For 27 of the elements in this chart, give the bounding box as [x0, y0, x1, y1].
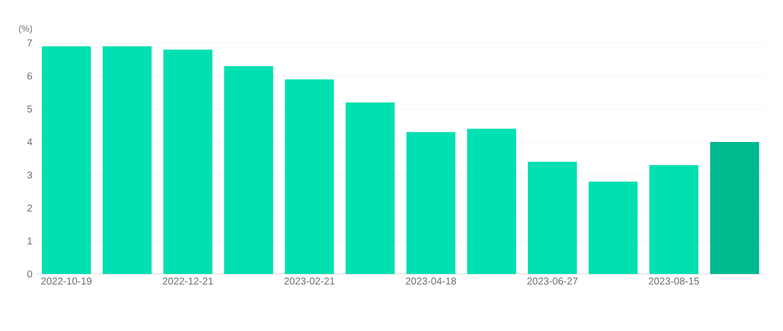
bar — [224, 66, 274, 274]
y-tick-label: 1 — [28, 238, 32, 244]
x-tick-label: 2022-10-19 — [41, 278, 92, 285]
bar — [588, 182, 638, 274]
bar — [284, 79, 334, 274]
y-tick-label: 4 — [27, 138, 32, 146]
x-tick-label: 2023-04-18 — [406, 278, 456, 285]
bar — [406, 132, 456, 274]
bar — [528, 162, 577, 274]
y-axis-title: (%) — [19, 25, 32, 34]
x-tick-label: 2022-12-21 — [162, 278, 213, 285]
y-tick-label: 7 — [27, 40, 32, 46]
y-tick-label: 3 — [27, 171, 32, 179]
bar — [346, 102, 395, 274]
bar — [42, 46, 91, 274]
x-tick-label: 2023-02-21 — [284, 278, 334, 285]
bar — [102, 46, 152, 274]
x-tick-label: 2023-08-15 — [648, 278, 700, 285]
x-tick-label: 2023-06-27 — [527, 278, 578, 285]
bar — [649, 165, 698, 274]
bar — [710, 142, 760, 274]
y-tick-label: 2 — [27, 204, 32, 212]
bar — [163, 50, 212, 274]
y-tick-label: 0 — [27, 270, 32, 278]
y-tick-label: 5 — [27, 106, 32, 112]
bar — [467, 128, 516, 274]
y-tick-label: 6 — [27, 72, 32, 80]
